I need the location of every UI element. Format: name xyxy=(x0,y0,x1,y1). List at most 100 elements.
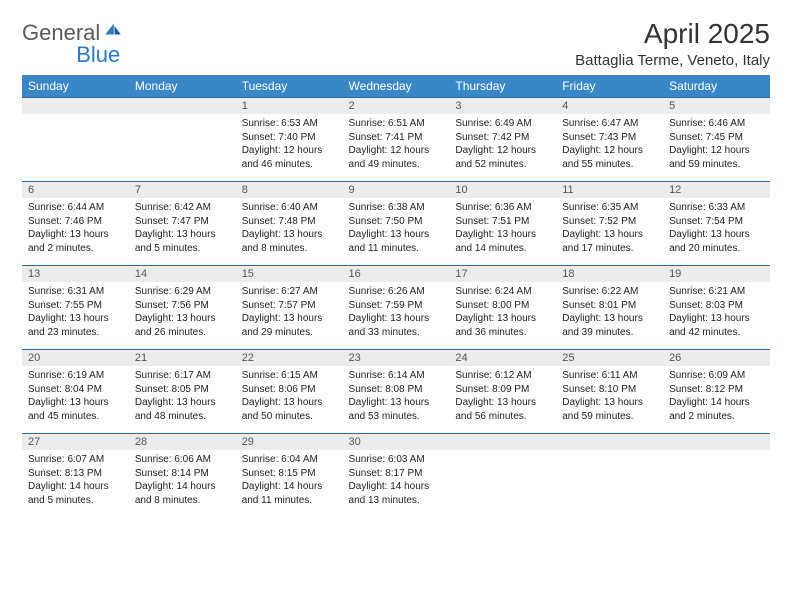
day-number: 22 xyxy=(236,350,343,366)
day-number: 11 xyxy=(556,182,663,198)
day-number: 7 xyxy=(129,182,236,198)
sunrise-line: Sunrise: 6:22 AM xyxy=(562,286,638,297)
day-number: 5 xyxy=(663,98,770,114)
daylight-line: Daylight: 14 hours and 13 minutes. xyxy=(349,481,430,506)
day-content: Sunrise: 6:40 AM Sunset: 7:48 PM Daylight:… xyxy=(236,198,343,259)
calendar-day-cell: 16Sunrise: 6:26 AMSunset: 7:59 PMDayligh… xyxy=(343,266,450,350)
sunrise-line: Sunrise: 6:09 AM xyxy=(669,370,745,381)
calendar-day-cell: 5 Sunrise: 6:46 AM Sunset: 7:45 PM Daylight… xyxy=(663,98,770,182)
day-content: Sunrise: 6:12 AMSunset: 8:09 PMDaylight:… xyxy=(449,366,556,427)
sunrise-line: Sunrise: 6:17 AM xyxy=(135,370,211,381)
calendar-day-cell: 28Sunrise: 6:06 AMSunset: 8:14 PMDayligh… xyxy=(129,434,236,518)
day-number: 30 xyxy=(343,434,450,450)
daylight-line: Daylight: 14 hours and 5 minutes. xyxy=(28,481,109,506)
header: GeneralBlueApril 2025Battaglia Terme, Ve… xyxy=(22,18,770,69)
daylight-line: Daylight: 14 hours and 8 minutes. xyxy=(135,481,216,506)
sunset-line: Sunset: 8:01 PM xyxy=(562,300,636,311)
day-content: Sunrise: 6:51 AM Sunset: 7:41 PM Daylight:… xyxy=(343,114,450,175)
calendar-week-row: 6Sunrise: 6:44 AMSunset: 7:46 PMDaylight… xyxy=(22,182,770,266)
calendar-day-cell: 30Sunrise: 6:03 AMSunset: 8:17 PMDayligh… xyxy=(343,434,450,518)
day-content: Sunrise: 6:14 AMSunset: 8:08 PMDaylight:… xyxy=(343,366,450,427)
sunrise-line: Sunrise: 6:38 AM xyxy=(349,202,425,213)
sunset-line: Sunset: 7:40 PM xyxy=(242,132,316,143)
daylight-line: Daylight: 13 hours and 29 minutes. xyxy=(242,313,323,338)
day-content: Sunrise: 6:24 AMSunset: 8:00 PMDaylight:… xyxy=(449,282,556,343)
calendar-day-cell: 15 Sunrise: 6:27 AM Sunset: 7:57 PM Dayligh… xyxy=(236,266,343,350)
brand-logo: GeneralBlue xyxy=(22,18,124,66)
day-content: Sunrise: 6:38 AM Sunset: 7:50 PM Daylight:… xyxy=(343,198,450,259)
daylight-line: Daylight: 12 hours and 46 minutes. xyxy=(242,145,323,170)
calendar-day-cell xyxy=(129,98,236,182)
day-number: 13 xyxy=(22,266,129,282)
sunrise-line: Sunrise: 6:27 AM xyxy=(242,286,318,297)
sunrise-line: Sunrise: 6:31 AM xyxy=(28,286,104,297)
sunset-line: Sunset: 7:50 PM xyxy=(349,216,423,227)
day-number: 8 xyxy=(236,182,343,198)
day-content: Sunrise: 6:29 AMSunset: 7:56 PMDaylight:… xyxy=(129,282,236,343)
sunset-line: Sunset: 7:55 PM xyxy=(28,300,102,311)
sunrise-line: Sunrise: 6:21 AM xyxy=(669,286,745,297)
day-content: Sunrise: 6:44 AMSunset: 7:46 PMDaylight:… xyxy=(22,198,129,259)
sunset-line: Sunset: 7:57 PM xyxy=(242,300,316,311)
sunrise-line: Sunrise: 6:24 AM xyxy=(455,286,531,297)
day-number: 17 xyxy=(449,266,556,282)
sail-icon xyxy=(102,22,124,36)
calendar-day-cell: 12Sunrise: 6:33 AMSunset: 7:54 PMDayligh… xyxy=(663,182,770,266)
sunset-line: Sunset: 8:06 PM xyxy=(242,384,316,395)
sunset-line: Sunset: 7:41 PM xyxy=(349,132,423,143)
daylight-line: Daylight: 13 hours and 59 minutes. xyxy=(562,397,643,422)
daylight-line: Daylight: 13 hours and 33 minutes. xyxy=(349,313,430,338)
daylight-line: Daylight: 13 hours and 11 minutes. xyxy=(349,229,430,254)
day-content: Sunrise: 6:17 AMSunset: 8:05 PMDaylight:… xyxy=(129,366,236,427)
day-number-empty xyxy=(129,98,236,114)
calendar-day-cell: 29Sunrise: 6:04 AMSunset: 8:15 PMDayligh… xyxy=(236,434,343,518)
sunrise-line: Sunrise: 6:44 AM xyxy=(28,202,104,213)
calendar-day-cell: 13Sunrise: 6:31 AMSunset: 7:55 PMDayligh… xyxy=(22,266,129,350)
daylight-line: Daylight: 13 hours and 14 minutes. xyxy=(455,229,536,254)
sunset-line: Sunset: 7:42 PM xyxy=(455,132,529,143)
calendar-day-cell: 9Sunrise: 6:38 AMSunset: 7:50 PMDaylight… xyxy=(343,182,450,266)
sunrise-line: Sunrise: 6:11 AM xyxy=(562,370,637,381)
sunset-line: Sunset: 7:52 PM xyxy=(562,216,636,227)
day-number: 10 xyxy=(449,182,556,198)
daylight-line: Daylight: 13 hours and 39 minutes. xyxy=(562,313,643,338)
daylight-line: Daylight: 12 hours and 59 minutes. xyxy=(669,145,750,170)
sunrise-line: Sunrise: 6:14 AM xyxy=(349,370,425,381)
sunset-line: Sunset: 8:17 PM xyxy=(349,468,423,479)
sunset-line: Sunset: 7:59 PM xyxy=(349,300,423,311)
sunrise-line: Sunrise: 6:36 AM xyxy=(455,202,531,213)
sunrise-line: Sunrise: 6:26 AM xyxy=(349,286,425,297)
sunset-line: Sunset: 8:10 PM xyxy=(562,384,636,395)
calendar-day-cell: 25Sunrise: 6:11 AMSunset: 8:10 PMDayligh… xyxy=(556,350,663,434)
sunrise-line: Sunrise: 6:53 AM xyxy=(242,118,318,129)
calendar-week-row: 13 Sunrise: 6:31 AM Sunset: 7:55 PM Dayligh… xyxy=(22,266,770,350)
sunset-line: Sunset: 7:48 PM xyxy=(242,216,316,227)
sunset-line: Sunset: 7:45 PM xyxy=(669,132,743,143)
day-number-empty xyxy=(22,98,129,114)
day-number: 26 xyxy=(663,350,770,366)
sunset-line: Sunset: 7:51 PM xyxy=(455,216,529,227)
sunrise-line: Sunrise: 6:19 AM xyxy=(28,370,104,381)
weekday-header: Saturday xyxy=(663,75,770,98)
daylight-line: Daylight: 13 hours and 5 minutes. xyxy=(135,229,216,254)
calendar-day-cell xyxy=(449,434,556,518)
day-number: 4 xyxy=(556,98,663,114)
sunrise-line: Sunrise: 6:40 AM xyxy=(242,202,318,213)
sunrise-line: Sunrise: 6:06 AM xyxy=(135,454,211,465)
sunset-line: Sunset: 7:47 PM xyxy=(135,216,209,227)
day-number-empty xyxy=(663,434,770,450)
daylight-line: Daylight: 13 hours and 8 minutes. xyxy=(242,229,323,254)
sunrise-line: Sunrise: 6:46 AM xyxy=(669,118,745,129)
daylight-line: Daylight: 14 hours and 11 minutes. xyxy=(242,481,323,506)
sunrise-line: Sunrise: 6:12 AM xyxy=(455,370,531,381)
calendar-day-cell: 26Sunrise: 6:09 AMSunset: 8:12 PMDayligh… xyxy=(663,350,770,434)
day-number: 1 xyxy=(236,98,343,114)
sunrise-line: Sunrise: 6:51 AM xyxy=(349,118,425,129)
calendar-day-cell: 14Sunrise: 6:29 AMSunset: 7:56 PMDayligh… xyxy=(129,266,236,350)
location: Battaglia Terme, Veneto, Italy xyxy=(575,52,770,69)
day-number: 15 xyxy=(236,266,343,282)
daylight-line: Daylight: 12 hours and 49 minutes. xyxy=(349,145,430,170)
daylight-line: Daylight: 13 hours and 2 minutes. xyxy=(28,229,109,254)
sunset-line: Sunset: 7:54 PM xyxy=(669,216,743,227)
sunset-line: Sunset: 7:56 PM xyxy=(135,300,209,311)
